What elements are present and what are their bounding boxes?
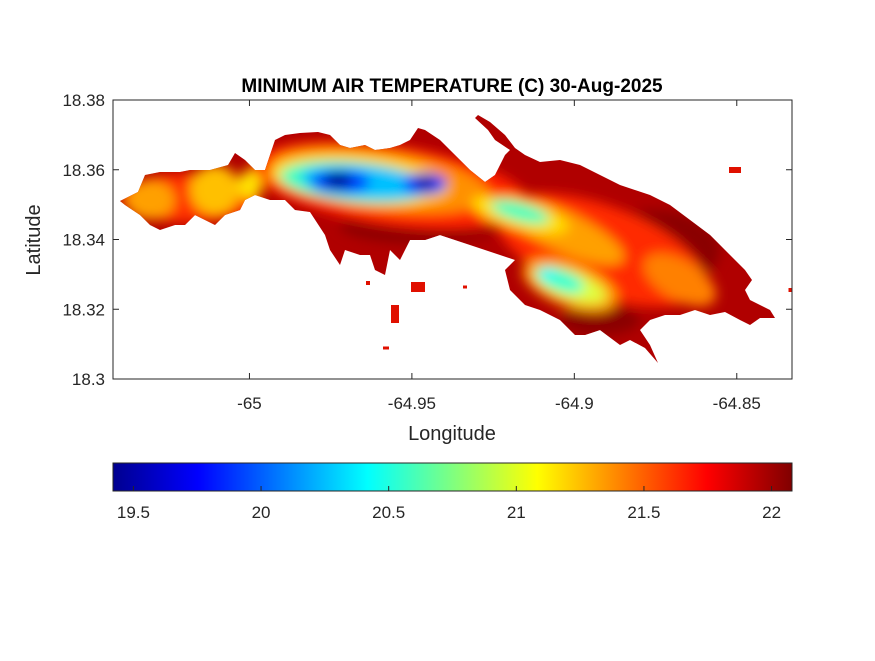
y-tick-label: 18.3 (72, 370, 105, 389)
temperature-region (643, 253, 717, 307)
x-tick-label: -64.95 (388, 394, 436, 413)
islet (788, 288, 792, 292)
islet (383, 346, 389, 350)
islet (391, 305, 399, 323)
y-tick-label: 18.36 (62, 161, 105, 180)
temperature-region (560, 305, 640, 335)
colorbar-tick-label: 20.5 (372, 503, 405, 522)
temperature-region (238, 170, 262, 200)
y-axis-label: Latitude (23, 204, 45, 275)
islet (411, 282, 425, 292)
x-tick-label: -64.9 (555, 394, 594, 413)
y-tick-label: 18.34 (62, 231, 105, 250)
x-axis-label: Longitude (408, 423, 496, 445)
temperature-region (324, 172, 352, 188)
colorbar-tick-label: 20 (252, 503, 271, 522)
x-tick-label: -64.85 (713, 394, 761, 413)
temperature-region (540, 268, 556, 280)
y-axis: 18.3 18.32 18.34 18.36 18.38 (62, 91, 792, 389)
x-tick-label: -65 (237, 394, 262, 413)
temperature-field (120, 140, 720, 335)
colorbar-tick-label: 21 (507, 503, 526, 522)
temperature-region (415, 177, 435, 189)
islet (366, 281, 370, 285)
temperature-region (125, 180, 175, 220)
temperature-region (190, 165, 240, 215)
x-axis: -65 -64.95 -64.9 -64.85 (237, 100, 761, 413)
islet (729, 167, 741, 173)
colorbar (112, 462, 793, 492)
heatmap-layer (120, 115, 792, 363)
colorbar-ticks: 19.5 20 20.5 21 21.5 22 (117, 486, 781, 522)
colorbar-tick-label: 22 (762, 503, 781, 522)
colorbar-tick-label: 21.5 (627, 503, 660, 522)
temperature-region (490, 200, 550, 224)
colorbar-tick-label: 19.5 (117, 503, 150, 522)
chart-title: MINIMUM AIR TEMPERATURE (C) 30-Aug-2025 (241, 76, 663, 97)
y-tick-label: 18.32 (62, 300, 105, 319)
y-tick-label: 18.38 (62, 91, 105, 110)
islet (463, 285, 467, 289)
